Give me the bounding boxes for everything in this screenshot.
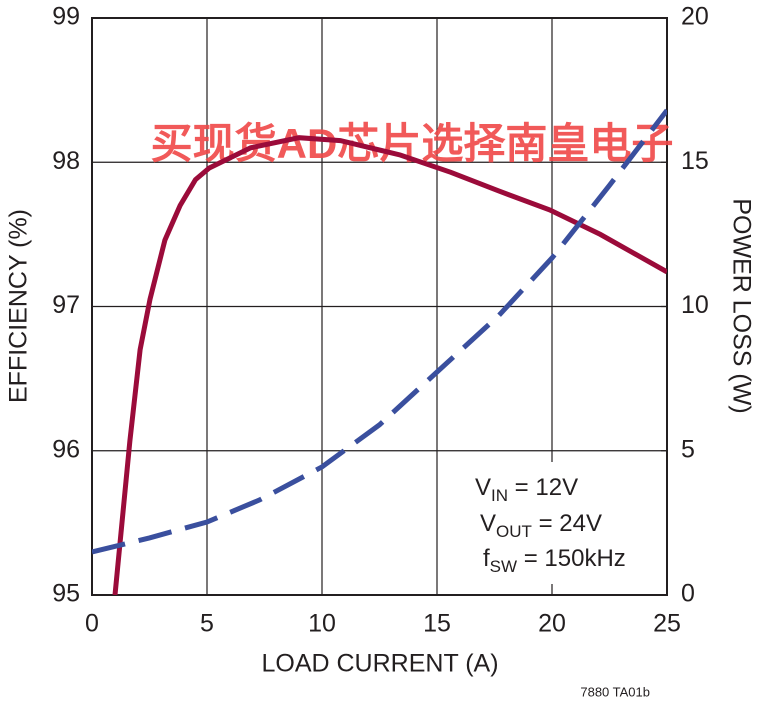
annotation-part: = 24V xyxy=(532,510,602,537)
y-tick-label: 98 xyxy=(52,147,80,175)
annotation: fSW = 150kHz xyxy=(483,545,626,576)
annotation-part: V xyxy=(480,510,496,537)
x-tick-label: 10 xyxy=(308,610,336,638)
y2-tick-label: 5 xyxy=(681,435,695,463)
annotation-subscript: SW xyxy=(490,557,517,576)
y2-tick-label: 10 xyxy=(681,291,709,319)
y-axis-label: EFFICIENCY (%) xyxy=(5,209,33,403)
plot-frame xyxy=(91,17,668,596)
annotation-subscript: OUT xyxy=(496,522,532,541)
data-line xyxy=(112,135,667,595)
y-tick-label: 96 xyxy=(52,435,80,463)
annotation-box xyxy=(465,462,657,584)
annotation: VIN = 12V xyxy=(475,474,578,505)
x-tick-label: 0 xyxy=(85,610,99,638)
y2-tick-label: 0 xyxy=(681,580,695,608)
annotation-part: V xyxy=(475,474,491,501)
annotation-part: = 150kHz xyxy=(517,545,626,572)
y2-tick-label: 20 xyxy=(681,3,709,31)
annotation-part: = 12V xyxy=(508,474,578,501)
x-tick-label: 25 xyxy=(653,610,681,638)
x-tick-label: 20 xyxy=(538,610,566,638)
figure-code: 7880 TA01b xyxy=(580,684,650,699)
annotation: VOUT = 24V xyxy=(480,510,602,541)
y-tick-label: 95 xyxy=(52,580,80,608)
data-line xyxy=(92,108,667,555)
y2-tick-label: 15 xyxy=(681,147,709,175)
y2-axis-label: POWER LOSS (W) xyxy=(727,198,755,413)
x-tick-label: 15 xyxy=(423,610,451,638)
x-axis-label: LOAD CURRENT (A) xyxy=(261,650,498,678)
y-tick-label: 97 xyxy=(52,291,80,319)
x-tick-label: 5 xyxy=(200,610,214,638)
annotation-part: f xyxy=(483,545,490,572)
y-tick-label: 99 xyxy=(52,3,80,31)
annotation-subscript: IN xyxy=(491,486,508,505)
